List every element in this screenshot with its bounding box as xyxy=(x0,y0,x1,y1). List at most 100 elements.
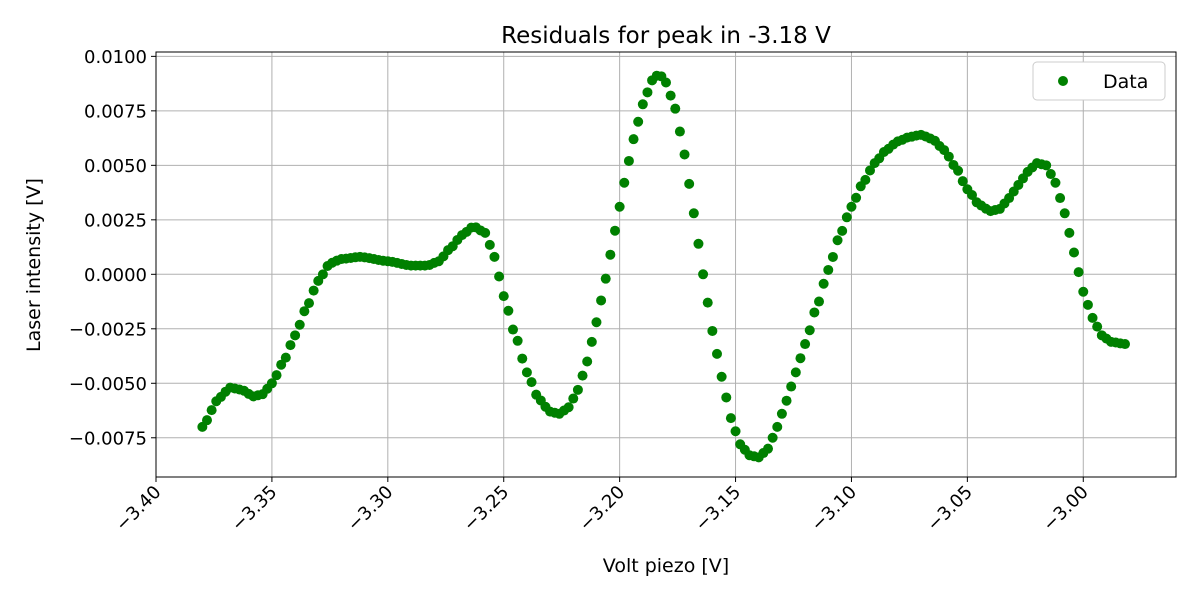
data-point xyxy=(1069,247,1079,258)
data-point xyxy=(596,295,607,306)
x-tick-label: −3.00 xyxy=(1039,482,1093,536)
data-point xyxy=(943,151,954,162)
chart-title: Residuals for peak in -3.18 V xyxy=(501,23,831,49)
data-point xyxy=(818,278,829,289)
plot-frame xyxy=(155,51,1177,478)
data-point xyxy=(795,353,806,364)
data-point xyxy=(721,392,732,403)
data-point xyxy=(1092,321,1103,332)
data-point xyxy=(568,393,579,404)
data-point xyxy=(586,336,597,347)
data-point xyxy=(637,99,648,110)
data-point xyxy=(661,77,671,88)
x-tick-label: −3.25 xyxy=(459,482,513,536)
data-point xyxy=(582,356,593,367)
data-point xyxy=(299,306,310,317)
data-point xyxy=(577,370,588,381)
data-point xyxy=(290,330,301,341)
data-point xyxy=(1055,193,1066,204)
data-point xyxy=(790,367,801,378)
data-point xyxy=(763,443,773,454)
data-point xyxy=(276,359,287,370)
data-point xyxy=(698,269,709,280)
data-point xyxy=(679,149,690,160)
data-point xyxy=(317,269,328,280)
y-tick-label: −0.0050 xyxy=(69,374,147,395)
x-axis-label: Volt piezo [V] xyxy=(603,555,729,577)
data-point xyxy=(809,307,820,318)
data-point xyxy=(841,212,852,223)
data-point xyxy=(716,371,727,382)
legend-frame xyxy=(1032,61,1166,101)
data-point xyxy=(512,335,523,346)
data-point xyxy=(786,381,797,392)
data-point xyxy=(619,177,630,188)
data-point xyxy=(614,201,625,212)
data-point xyxy=(772,421,783,432)
legend: Data xyxy=(1032,61,1166,101)
data-point xyxy=(572,384,583,395)
data-point xyxy=(837,225,848,236)
data-point xyxy=(957,176,968,187)
data-point xyxy=(508,324,518,335)
x-tick-label: −3.15 xyxy=(691,482,745,536)
data-point xyxy=(600,273,611,284)
data-point xyxy=(832,235,843,246)
data-point xyxy=(860,174,871,185)
data-point xyxy=(591,317,602,328)
data-point xyxy=(702,297,713,308)
data-point xyxy=(688,208,699,219)
y-tick-label: −0.0025 xyxy=(69,319,147,340)
data-point xyxy=(202,415,212,426)
y-axis-ticks: −0.0075 −0.0050 −0.0025 0.0000 0.0025 0.0050 0… xyxy=(69,47,156,449)
grid xyxy=(155,52,1176,477)
data-point xyxy=(725,413,736,424)
legend-label: Data xyxy=(1103,71,1148,93)
data-point xyxy=(266,378,277,389)
data-point xyxy=(953,165,964,176)
data-point xyxy=(1078,286,1089,297)
data-point xyxy=(1082,299,1093,310)
data-point xyxy=(967,189,977,200)
data-point xyxy=(285,340,296,351)
y-tick-label: 0.0000 xyxy=(84,265,147,286)
data-point xyxy=(814,296,824,307)
data-point xyxy=(633,116,644,127)
data-point xyxy=(693,238,704,249)
data-point xyxy=(1120,339,1130,350)
legend-marker xyxy=(1058,76,1068,86)
data-point xyxy=(1041,160,1052,171)
x-axis-ticks: −3.40 −3.35 −3.30 −3.25 −3.20 −3.15 −3.10 −3.05… xyxy=(112,477,1093,536)
x-tick-label: −3.30 xyxy=(343,482,397,536)
data-point xyxy=(730,426,741,437)
data-point xyxy=(851,192,862,203)
x-tick-label: −3.35 xyxy=(228,482,282,536)
data-point xyxy=(280,352,291,363)
data-point xyxy=(670,103,681,114)
data-point xyxy=(800,339,811,350)
data-point xyxy=(665,90,676,101)
y-tick-label: −0.0075 xyxy=(69,428,147,449)
data-point xyxy=(526,377,537,388)
data-point xyxy=(489,251,500,262)
data-point xyxy=(781,395,792,406)
data-point xyxy=(823,264,834,275)
y-tick-label: 0.0050 xyxy=(84,156,147,177)
x-tick-label: −3.40 xyxy=(112,482,166,536)
data-point xyxy=(294,319,305,330)
data-point xyxy=(642,87,653,98)
data-point xyxy=(494,271,505,282)
data-point xyxy=(865,165,875,176)
data-point xyxy=(628,134,639,145)
data-point xyxy=(304,298,314,309)
data-point xyxy=(484,239,495,250)
data-point xyxy=(767,432,778,443)
y-tick-label: 0.0100 xyxy=(84,47,147,68)
data-point xyxy=(517,353,528,364)
data-point xyxy=(1087,312,1098,323)
data-point xyxy=(1073,267,1084,278)
data-point xyxy=(1064,227,1075,238)
data-point xyxy=(206,405,217,416)
data-point xyxy=(521,367,532,378)
